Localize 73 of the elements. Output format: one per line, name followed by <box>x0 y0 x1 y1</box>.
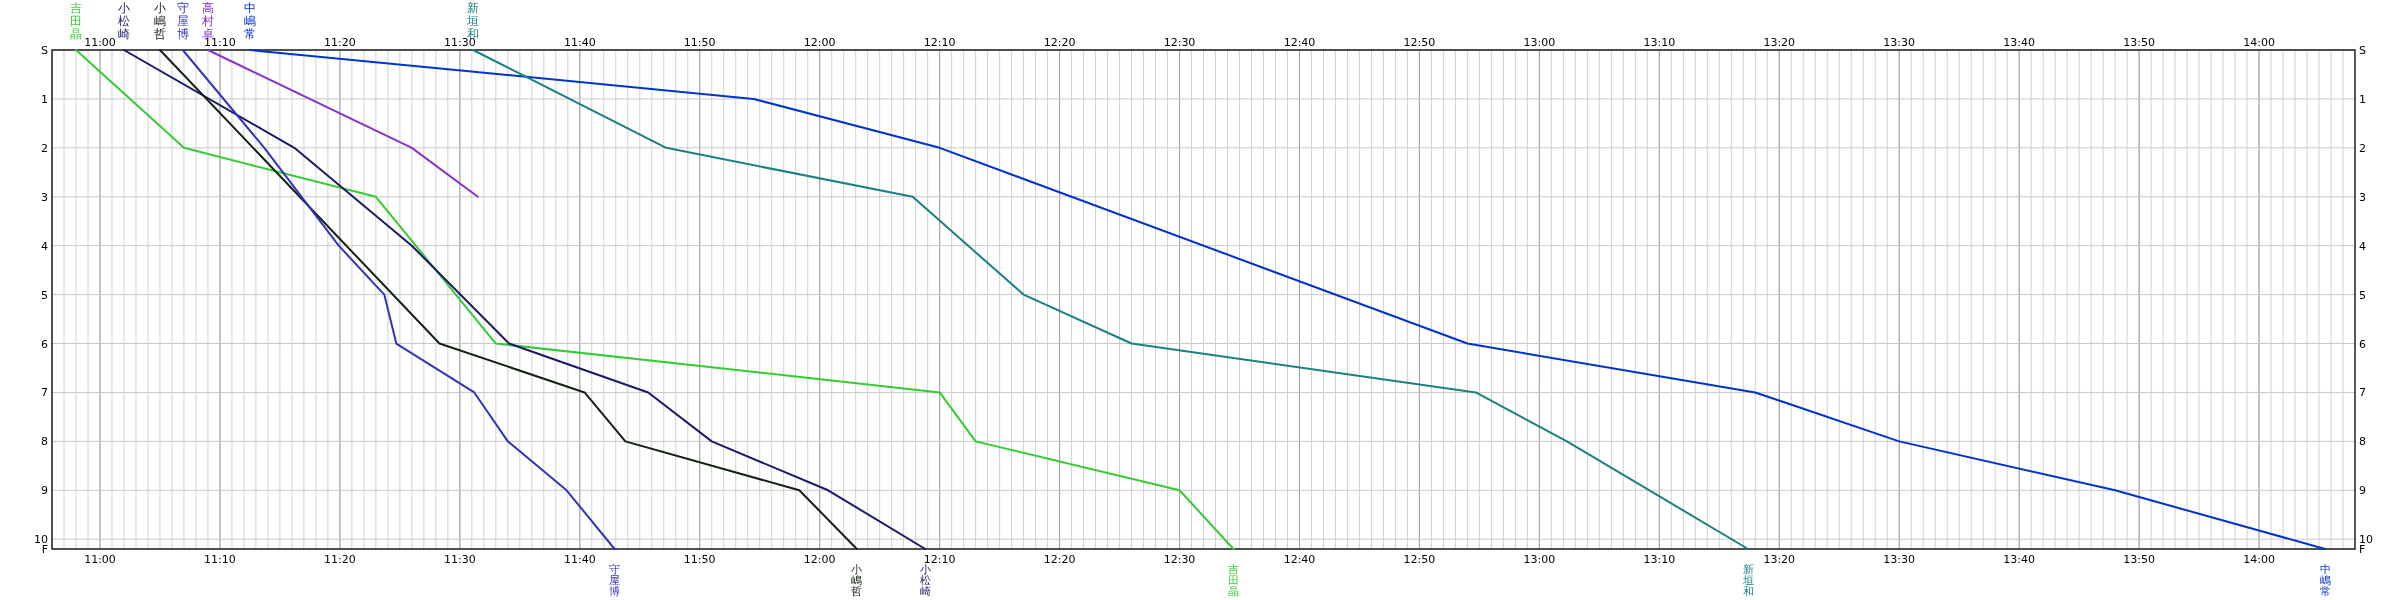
y-tick-label: 9 <box>41 484 48 498</box>
x-tick-label: 13:10 <box>1643 36 1676 49</box>
x2-tick-label: 13:40 <box>2003 553 2036 566</box>
x2-tick-label: 12:30 <box>1163 553 1196 566</box>
line-series <box>472 49 1750 550</box>
y-tick-label: 8 <box>41 435 48 449</box>
y-tick-label: 1 <box>41 92 48 106</box>
y2-tick-label: 5 <box>2359 288 2366 302</box>
text: 吉田晶 <box>1228 563 1240 598</box>
x2-tick-label: 11:40 <box>563 553 596 566</box>
x-tick-label: 12:20 <box>1043 36 1076 49</box>
y-tick-label: 2 <box>41 141 48 155</box>
x2-tick-label: 11:50 <box>683 553 716 566</box>
x-tick-label: 14:00 <box>2243 36 2275 49</box>
text: 新垣和 <box>1742 563 1754 598</box>
y-tick-label: 4 <box>41 239 48 253</box>
x-tick-label: 11:00 <box>84 36 116 49</box>
y-tick-label: 5 <box>41 288 48 302</box>
series-label: 小嶋哲 <box>153 1 166 41</box>
x-tick-label: 12:50 <box>1403 36 1436 49</box>
y2-tick-label: 2 <box>2359 141 2366 155</box>
line-series <box>248 49 2327 550</box>
y2-tick-label: 4 <box>2359 239 2366 253</box>
y2-tick-label: 6 <box>2359 337 2366 351</box>
x2-tick-label: 11:20 <box>324 553 356 566</box>
y2-tick-label: 7 <box>2359 386 2366 400</box>
series-label: 小松崎 <box>117 1 130 41</box>
y-tick-label: 3 <box>41 190 48 204</box>
x-tick-label: 13:00 <box>1523 36 1556 49</box>
x2-tick-label: 13:20 <box>1763 553 1796 566</box>
x-tick-label: 11:50 <box>683 36 716 49</box>
x-tick-label: 12:00 <box>803 36 836 49</box>
y-tick-label: S <box>41 44 49 57</box>
x-tick-label: 11:20 <box>324 36 356 49</box>
y2-tick-label: 1 <box>2359 92 2366 106</box>
x-tick-label: 12:30 <box>1163 36 1196 49</box>
y2-tick-label: S <box>2359 44 2366 57</box>
y2-tick-label: 8 <box>2359 435 2366 449</box>
x-tick-label: 12:10 <box>923 36 956 49</box>
x2-tick-label: 11:30 <box>444 553 476 566</box>
x2-tick-label: 13:10 <box>1643 553 1676 566</box>
text: 小松崎 <box>919 563 931 598</box>
y-tick-label: F <box>41 543 48 556</box>
series-label: 吉田晶 <box>70 1 83 41</box>
y2-tick-label: 9 <box>2359 484 2366 498</box>
x2-tick-label: 12:20 <box>1043 553 1076 566</box>
text: 守屋博 <box>609 563 621 598</box>
x2-tick-label: 13:30 <box>1883 553 1916 566</box>
text: 中嶋常 <box>2319 563 2331 598</box>
text: 小嶋哲 <box>851 563 863 598</box>
x-tick-label: 13:50 <box>2123 36 2155 49</box>
x2-tick-label: 11:10 <box>204 553 236 566</box>
series-label: 中嶋常 <box>243 1 256 41</box>
y-tick-label: 7 <box>41 386 48 400</box>
series-label: 守屋博 <box>176 1 189 41</box>
x-tick-label: 11:40 <box>563 36 596 49</box>
x2-tick-label: 11:00 <box>84 553 116 566</box>
line-series <box>75 49 1235 550</box>
x2-tick-label: 12:50 <box>1403 553 1436 566</box>
x2-tick-label: 13:50 <box>2123 553 2155 566</box>
x2-tick-label: 14:00 <box>2243 553 2275 566</box>
x2-tick-label: 12:40 <box>1283 553 1316 566</box>
x-tick-label: 13:30 <box>1883 36 1916 49</box>
x-tick-label: 13:40 <box>2003 36 2036 49</box>
x2-tick-label: 13:00 <box>1523 553 1556 566</box>
x2-tick-label: 12:00 <box>803 553 836 566</box>
y-tick-label: 6 <box>41 337 48 351</box>
x-tick-label: 13:20 <box>1763 36 1796 49</box>
series-label: 高村卓 <box>200 1 214 41</box>
y2-tick-label: 3 <box>2359 190 2366 204</box>
x-tick-label: 12:40 <box>1283 36 1316 49</box>
line-series <box>181 49 616 550</box>
y2-tick-label: F <box>2359 543 2366 556</box>
